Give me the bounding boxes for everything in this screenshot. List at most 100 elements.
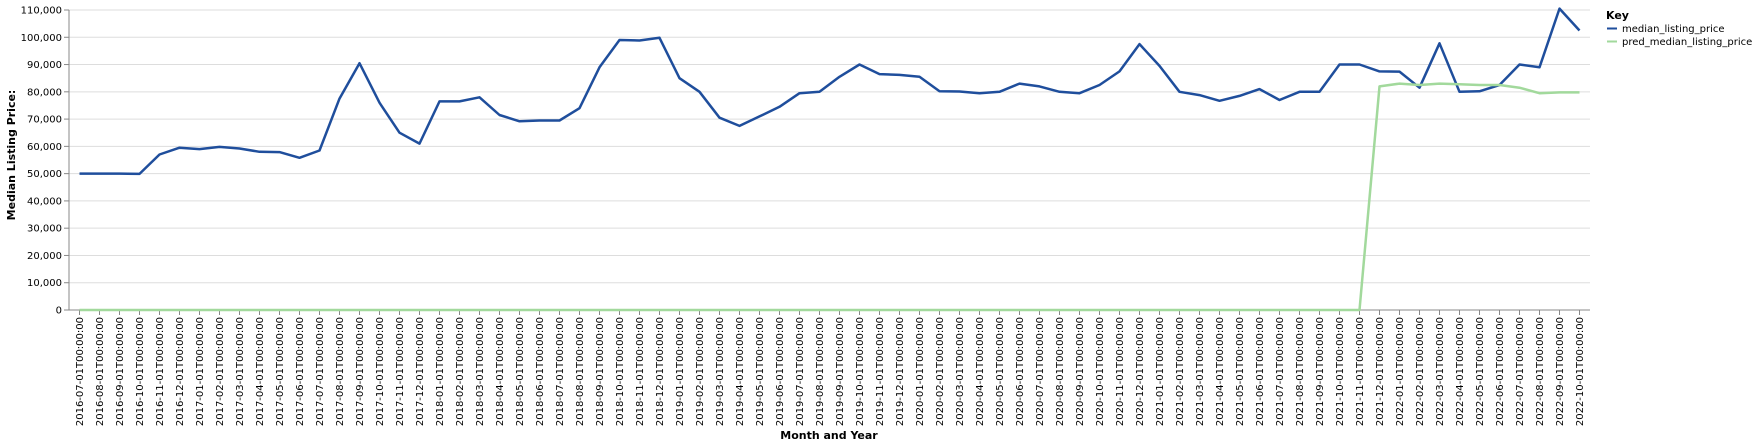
x-tick-label: 2019-11-01T00:00:00 [875,317,886,426]
x-tick-label: 2018-04-01T00:00:00 [495,317,506,426]
legend-label: pred_median_listing_price [1622,37,1752,48]
x-tick-label: 2016-11-01T00:00:00 [155,317,166,426]
x-tick-label: 2022-08-01T00:00:00 [1535,317,1546,426]
x-tick-label: 2020-06-01T00:00:00 [1015,317,1026,426]
x-tick-label: 2018-12-01T00:00:00 [655,317,666,426]
x-tick-label: 2017-06-01T00:00:00 [295,317,306,426]
x-tick-label: 2018-01-01T00:00:00 [435,317,446,426]
x-tick-label: 2020-04-01T00:00:00 [975,317,986,426]
x-tick-label: 2022-03-01T00:00:00 [1435,317,1446,426]
x-tick-label: 2019-01-01T00:00:00 [675,317,686,426]
x-tick-label: 2018-08-01T00:00:00 [575,317,586,426]
x-tick-label: 2020-01-01T00:00:00 [915,317,926,426]
legend: Key median_listing_price pred_median_list… [1606,9,1752,48]
y-tick-label: 90,000 [27,60,62,71]
y-tick-label: 80,000 [27,87,62,98]
x-tick-label: 2018-05-01T00:00:00 [515,317,526,426]
x-tick-label: 2018-09-01T00:00:00 [595,317,606,426]
x-tick-label: 2017-09-01T00:00:00 [355,317,366,426]
x-tick-label: 2017-05-01T00:00:00 [275,317,286,426]
x-tick-label: 2022-09-01T00:00:00 [1555,317,1566,426]
x-tick-label: 2016-09-01T00:00:00 [115,317,126,426]
x-tick-label: 2016-12-01T00:00:00 [175,317,186,426]
x-tick-label: 2017-12-01T00:00:00 [415,317,426,426]
x-tick-label: 2020-02-01T00:00:00 [935,317,946,426]
series-line-pred_median_listing_price [79,82,1580,312]
x-tick-label: 2016-08-01T00:00:00 [95,317,106,426]
x-tick-label: 2019-07-01T00:00:00 [795,317,806,426]
x-tick-label: 2017-10-01T00:00:00 [375,317,386,426]
x-tick-label: 2018-11-01T00:00:00 [635,317,646,426]
x-tick-label: 2019-03-01T00:00:00 [715,317,726,426]
legend-label: median_listing_price [1622,24,1725,35]
x-tick-label: 2019-02-01T00:00:00 [695,317,706,426]
x-tick-label: 2019-09-01T00:00:00 [835,317,846,426]
x-tick-label: 2020-10-01T00:00:00 [1095,317,1106,426]
x-tick-label: 2020-09-01T00:00:00 [1075,317,1086,426]
x-tick-label: 2021-07-01T00:00:00 [1275,317,1286,426]
x-tick-label: 2020-08-01T00:00:00 [1055,317,1066,426]
x-tick-label: 2017-08-01T00:00:00 [335,317,346,426]
y-tick-label: 10,000 [27,278,62,289]
series-line-median_listing_price [79,7,1581,176]
x-tick-label: 2019-12-01T00:00:00 [895,317,906,426]
x-tick-label: 2022-10-01T00:00:00 [1575,317,1586,426]
x-tick-label: 2016-07-01T00:00:00 [75,317,86,426]
x-tick-label: 2020-05-01T00:00:00 [995,317,1006,426]
x-tick-label: 2021-05-01T00:00:00 [1235,317,1246,426]
y-axis: 0 10,000 20,000 30,000 40,000 50,000 60,000 70,… [21,6,70,317]
x-tick-label: 2021-11-01T00:00:00 [1355,317,1366,426]
y-tick-label: 30,000 [27,224,62,235]
x-tick-label: 2017-01-01T00:00:00 [195,317,206,426]
y-tick-label: 70,000 [27,115,62,126]
x-tick-label: 2018-10-01T00:00:00 [615,317,626,426]
x-tick-label: 2017-02-01T00:00:00 [215,317,226,426]
x-tick-label: 2021-02-01T00:00:00 [1175,317,1186,426]
x-tick-label: 2021-10-01T00:00:00 [1335,317,1346,426]
x-tick-label: 2017-11-01T00:00:00 [395,317,406,426]
x-tick-label: 2021-03-01T00:00:00 [1195,317,1206,426]
x-tick-label: 2018-06-01T00:00:00 [535,317,546,426]
x-tick-label: 2020-07-01T00:00:00 [1035,317,1046,426]
x-tick-label: 2022-07-01T00:00:00 [1515,317,1526,426]
x-tick-label: 2022-01-01T00:00:00 [1395,317,1406,426]
y-tick-label: 50,000 [27,169,62,180]
x-tick-label: 2018-03-01T00:00:00 [475,317,486,426]
x-tick-label: 2020-11-01T00:00:00 [1115,317,1126,426]
y-tick-label: 0 [56,306,62,317]
x-tick-label: 2020-03-01T00:00:00 [955,317,966,426]
x-tick-label: 2019-04-01T00:00:00 [735,317,746,426]
y-tick-label: 20,000 [27,251,62,262]
x-tick-label: 2019-08-01T00:00:00 [815,317,826,426]
x-tick-label: 2021-12-01T00:00:00 [1375,317,1386,426]
x-tick-label: 2022-02-01T00:00:00 [1415,317,1426,426]
y-tick-label: 40,000 [27,196,62,207]
y-axis-title: Median Listing Price: [5,90,18,221]
y-tick-label: 100,000 [21,33,62,44]
x-tick-label: 2017-03-01T00:00:00 [235,317,246,426]
gridlines [69,9,1590,311]
x-tick-label: 2019-06-01T00:00:00 [775,317,786,426]
x-tick-label: 2016-10-01T00:00:00 [135,317,146,426]
series-lines [79,7,1581,312]
x-tick-label: 2019-10-01T00:00:00 [855,317,866,426]
y-tick-label: 110,000 [21,6,62,17]
x-axis: 2016-07-01T00:00:00 2016-08-01T00:00:00 20… [69,309,1590,426]
x-tick-label: 2022-06-01T00:00:00 [1495,317,1506,426]
x-tick-label: 2021-04-01T00:00:00 [1215,317,1226,426]
x-tick-label: 2021-06-01T00:00:00 [1255,317,1266,426]
x-tick-label: 2020-12-01T00:00:00 [1135,317,1146,426]
x-tick-label: 2022-04-01T00:00:00 [1455,317,1466,426]
legend-title: Key [1606,9,1629,22]
x-axis-title: Month and Year [780,429,878,442]
x-tick-label: 2021-01-01T00:00:00 [1155,317,1166,426]
x-tick-label: 2018-07-01T00:00:00 [555,317,566,426]
x-tick-label: 2019-05-01T00:00:00 [755,317,766,426]
x-tick-label: 2021-09-01T00:00:00 [1315,317,1326,426]
x-tick-label: 2022-05-01T00:00:00 [1475,317,1486,426]
x-tick-label: 2017-07-01T00:00:00 [315,317,326,426]
x-tick-label: 2021-08-01T00:00:00 [1295,317,1306,426]
x-tick-label: 2017-04-01T00:00:00 [255,317,266,426]
y-tick-label: 60,000 [27,142,62,153]
